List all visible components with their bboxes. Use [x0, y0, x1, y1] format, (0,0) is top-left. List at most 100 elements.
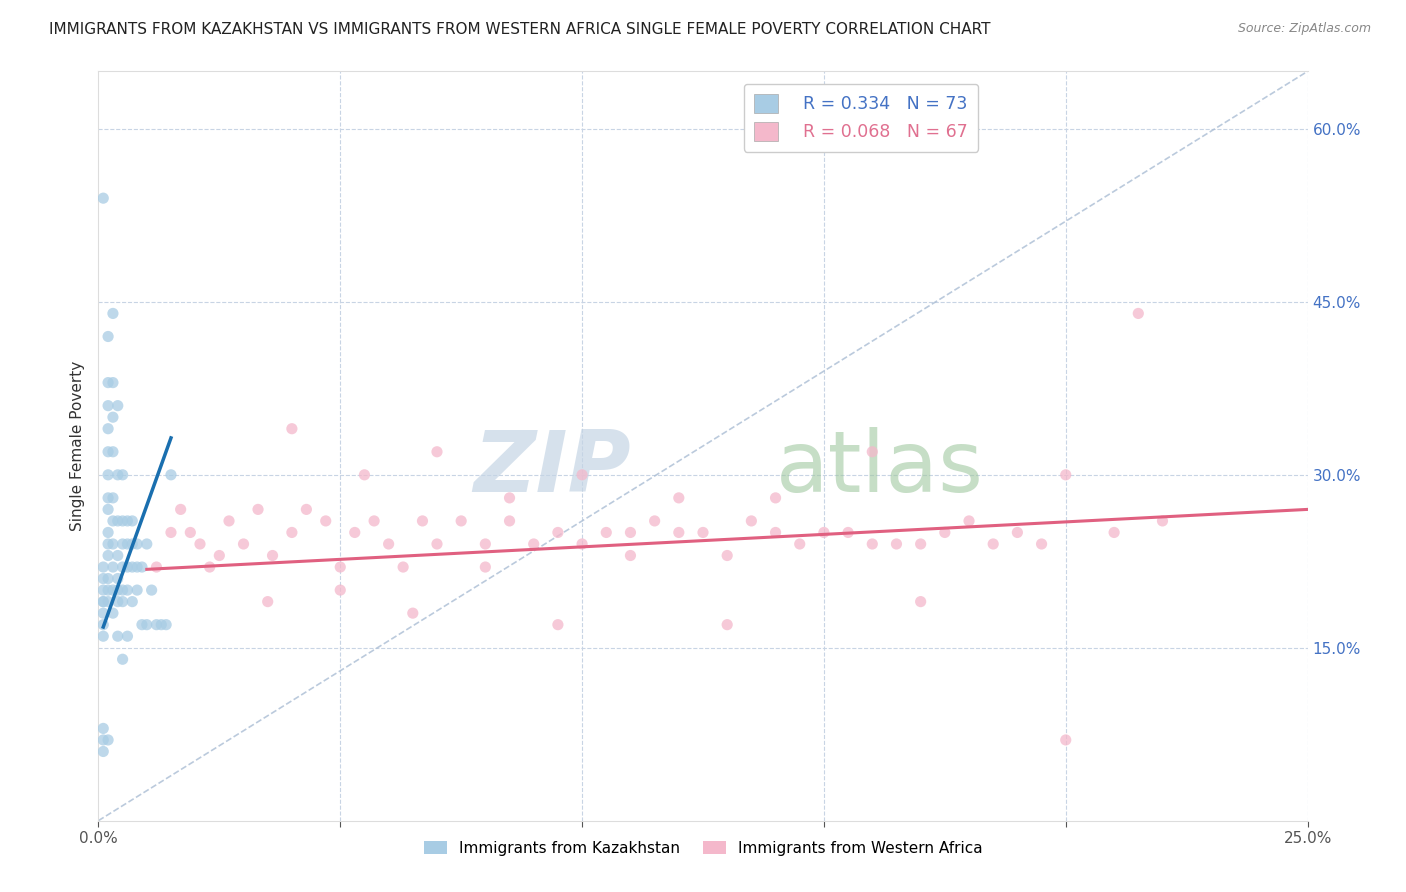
Point — [498, 491, 520, 505]
Point — [107, 572, 129, 586]
Point — [121, 560, 143, 574]
Point — [101, 583, 124, 598]
Point — [111, 560, 134, 574]
Point — [789, 537, 811, 551]
Point — [474, 537, 496, 551]
Point — [97, 583, 120, 598]
Point — [97, 572, 120, 586]
Point — [523, 537, 546, 551]
Point — [619, 525, 641, 540]
Point — [160, 525, 183, 540]
Point — [716, 617, 738, 632]
Point — [91, 572, 114, 586]
Point — [97, 491, 120, 505]
Point — [668, 491, 690, 505]
Point — [111, 652, 134, 666]
Point — [101, 560, 124, 574]
Point — [547, 617, 569, 632]
Point — [343, 525, 366, 540]
Point — [411, 514, 433, 528]
Point — [281, 525, 304, 540]
Point — [107, 549, 129, 563]
Point — [363, 514, 385, 528]
Point — [450, 514, 472, 528]
Point — [91, 583, 114, 598]
Point — [981, 537, 1004, 551]
Point — [127, 583, 149, 598]
Point — [117, 537, 139, 551]
Point — [232, 537, 254, 551]
Point — [117, 629, 139, 643]
Point — [91, 722, 114, 736]
Point — [1128, 306, 1150, 320]
Point — [957, 514, 980, 528]
Text: IMMIGRANTS FROM KAZAKHSTAN VS IMMIGRANTS FROM WESTERN AFRICA SINGLE FEMALE POVER: IMMIGRANTS FROM KAZAKHSTAN VS IMMIGRANTS… — [49, 22, 991, 37]
Point — [107, 594, 129, 608]
Point — [107, 467, 129, 482]
Point — [145, 617, 167, 632]
Point — [111, 514, 134, 528]
Point — [860, 444, 883, 458]
Point — [101, 606, 124, 620]
Point — [97, 549, 120, 563]
Point — [97, 502, 120, 516]
Legend: Immigrants from Kazakhstan, Immigrants from Western Africa: Immigrants from Kazakhstan, Immigrants f… — [418, 834, 988, 862]
Point — [179, 525, 201, 540]
Point — [934, 525, 956, 540]
Point — [127, 560, 149, 574]
Point — [256, 594, 278, 608]
Point — [353, 467, 375, 482]
Point — [117, 560, 139, 574]
Point — [135, 617, 157, 632]
Point — [474, 560, 496, 574]
Point — [1054, 733, 1077, 747]
Point — [121, 594, 143, 608]
Point — [91, 594, 114, 608]
Point — [117, 514, 139, 528]
Point — [740, 514, 762, 528]
Point — [111, 537, 134, 551]
Point — [135, 537, 157, 551]
Point — [188, 537, 211, 551]
Point — [498, 514, 520, 528]
Point — [121, 537, 143, 551]
Point — [91, 560, 114, 574]
Point — [377, 537, 399, 551]
Point — [97, 525, 120, 540]
Point — [141, 583, 163, 598]
Point — [97, 594, 120, 608]
Point — [571, 537, 593, 551]
Point — [1031, 537, 1053, 551]
Point — [97, 467, 120, 482]
Point — [101, 537, 124, 551]
Point — [101, 376, 124, 390]
Point — [644, 514, 666, 528]
Point — [101, 514, 124, 528]
Point — [692, 525, 714, 540]
Point — [426, 444, 449, 458]
Point — [97, 376, 120, 390]
Point — [295, 502, 318, 516]
Point — [860, 537, 883, 551]
Point — [329, 583, 352, 598]
Text: Source: ZipAtlas.com: Source: ZipAtlas.com — [1237, 22, 1371, 36]
Point — [160, 467, 183, 482]
Point — [91, 191, 114, 205]
Point — [329, 560, 352, 574]
Point — [813, 525, 835, 540]
Point — [1102, 525, 1125, 540]
Text: ZIP: ZIP — [472, 427, 630, 510]
Point — [910, 537, 932, 551]
Y-axis label: Single Female Poverty: Single Female Poverty — [69, 361, 84, 531]
Point — [101, 306, 124, 320]
Point — [910, 594, 932, 608]
Point — [91, 629, 114, 643]
Point — [145, 560, 167, 574]
Point — [131, 560, 153, 574]
Point — [117, 583, 139, 598]
Point — [765, 525, 787, 540]
Point — [97, 329, 120, 343]
Point — [155, 617, 177, 632]
Point — [111, 583, 134, 598]
Point — [150, 617, 173, 632]
